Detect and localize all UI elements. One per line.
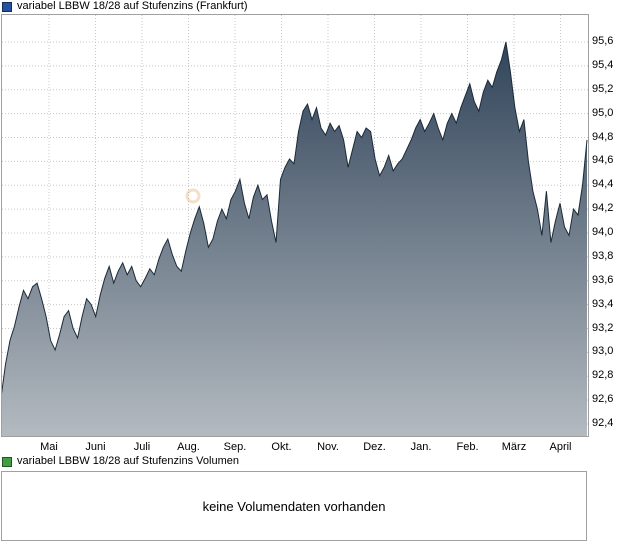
x-tick-label: Jan. [410, 441, 432, 453]
x-tick-label: Juli [133, 441, 151, 453]
x-tick-label: Sep. [223, 441, 247, 453]
x-tick-label: Feb. [456, 441, 479, 453]
volume-panel: keine Volumendaten vorhanden [1, 471, 587, 541]
x-tick-label: Juni [85, 441, 106, 453]
y-tick-label: 94,8 [592, 130, 614, 143]
price-chart-svg [0, 14, 589, 437]
volume-series-marker-icon [2, 456, 12, 467]
y-tick-label: 94,4 [592, 178, 614, 191]
x-tick-label: Aug. [177, 441, 200, 453]
x-tick-label: Okt. [271, 441, 292, 453]
y-tick-label: 92,4 [592, 417, 614, 429]
x-tick-label: Mai [40, 441, 58, 453]
y-tick-label: 95,4 [592, 58, 614, 71]
y-tick-label: 92,6 [592, 393, 614, 406]
volume-legend: variabel LBBW 18/28 auf Stufenzins Volum… [2, 456, 239, 467]
x-tick-label: April [549, 441, 572, 453]
x-tick-label: Nov. [317, 441, 339, 453]
y-tick-label: 93,0 [592, 345, 614, 358]
price-legend-label: variabel LBBW 18/28 auf Stufenzins (Fran… [17, 0, 248, 12]
y-tick-label: 94,2 [592, 202, 614, 215]
price-series-marker-icon [2, 1, 12, 12]
price-plot [0, 14, 589, 437]
y-tick-label: 93,2 [592, 321, 614, 334]
y-tick-label: 93,4 [592, 297, 614, 310]
y-tick-label: 95,6 [592, 35, 614, 47]
price-line [0, 41, 588, 398]
price-area [1, 42, 587, 436]
volume-legend-label: variabel LBBW 18/28 auf Stufenzins Volum… [17, 455, 239, 467]
y-tick-label: 92,8 [592, 369, 614, 382]
y-tick-label: 93,6 [592, 273, 614, 286]
y-tick-label: 95,2 [592, 82, 614, 95]
price-legend: variabel LBBW 18/28 auf Stufenzins (Fran… [2, 1, 248, 12]
y-tick-label: 94,0 [592, 226, 614, 238]
y-tick-label: 93,8 [592, 249, 614, 262]
watermark-icon [185, 188, 201, 204]
x-tick-label: März [501, 441, 527, 453]
y-tick-label: 94,6 [592, 154, 614, 167]
no-volume-message: keine Volumendaten vorhanden [202, 498, 386, 514]
y-tick-label: 95,0 [592, 106, 614, 119]
x-tick-label: Dez. [363, 441, 386, 453]
